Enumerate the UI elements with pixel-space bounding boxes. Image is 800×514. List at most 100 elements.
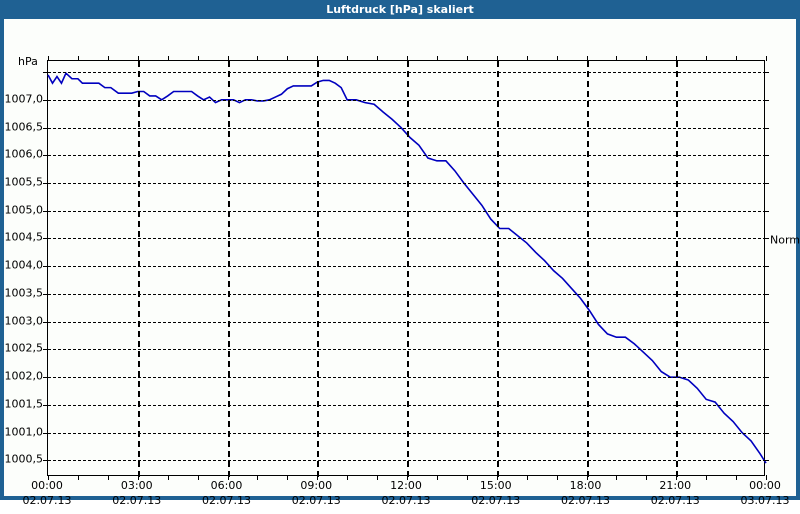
y-axis-tick-label: 1004,0 (4, 258, 44, 272)
x-axis-tick (736, 56, 738, 61)
x-axis-tick (436, 56, 438, 61)
x-axis-tick-date: 02.07.13 (561, 494, 610, 507)
y-axis-tick (43, 460, 48, 462)
y-axis-tick (764, 266, 769, 268)
x-axis-tick-label: 00:00 03.07.13 (741, 478, 790, 508)
x-axis-tick (137, 56, 139, 61)
gridline-vertical (676, 61, 679, 477)
x-axis-tick (556, 56, 558, 61)
y-axis-tick (764, 377, 769, 379)
x-axis-tick (676, 56, 678, 61)
gridline-vertical (317, 61, 320, 477)
y-axis-tick-label: 1000,5 (4, 452, 44, 466)
x-axis-tick-date: 02.07.13 (202, 494, 251, 507)
x-axis-tick-label: 12:00 02.07.13 (382, 478, 431, 508)
x-axis-tick (287, 56, 289, 61)
x-axis-tick (736, 475, 738, 480)
x-axis-tick (167, 56, 169, 61)
y-axis-tick (43, 72, 48, 74)
x-axis-tick (616, 56, 618, 61)
y-axis-tick (764, 238, 769, 240)
x-axis-tick-time: 12:00 (390, 479, 422, 492)
x-axis-tick (646, 56, 648, 61)
y-axis-tick (43, 404, 48, 406)
x-axis-tick (436, 475, 438, 480)
x-axis-tick (407, 56, 408, 61)
x-axis-tick (706, 475, 708, 480)
y-axis-tick (43, 99, 48, 101)
y-axis-tick-label: 1006,0 (4, 147, 44, 161)
x-axis-tick (107, 475, 109, 480)
x-axis-tick-label: 06:00 02.07.13 (202, 478, 251, 508)
y-axis-tick-label: 1001,0 (4, 425, 44, 439)
y-axis-tick-label: 1003,0 (4, 314, 44, 328)
y-axis-tick (43, 127, 48, 129)
x-axis-labels: 00:00 02.07.13 03:00 02.07.13 06:00 02.07.13 0… (4, 478, 796, 514)
y-axis-tick (43, 210, 48, 212)
x-axis-tick (496, 56, 498, 61)
x-axis-tick (347, 475, 349, 480)
x-axis-tick (227, 475, 229, 480)
x-axis-tick-label: 09:00 02.07.13 (292, 478, 341, 508)
x-axis-tick (676, 475, 678, 480)
y-axis-tick (43, 155, 48, 157)
y-axis-tick (764, 432, 769, 434)
x-axis-tick (167, 475, 169, 480)
y-axis-tick (764, 127, 769, 129)
y-axis-tick (43, 293, 48, 295)
x-axis-tick (317, 56, 319, 61)
x-axis-tick (287, 475, 289, 480)
normal-annotation-label: Normal (770, 233, 800, 247)
x-axis-tick-time: 15:00 (479, 479, 512, 492)
x-axis-tick (526, 475, 528, 480)
y-axis-tick (764, 321, 769, 323)
y-axis-tick-label: 1007,0 (4, 92, 44, 106)
x-axis-tick-date: 02.07.13 (291, 494, 341, 507)
x-axis-tick (227, 56, 229, 61)
x-axis-tick-date: 03.07.13 (740, 494, 790, 507)
y-axis-tick-label: 1003,5 (4, 286, 44, 300)
y-axis-tick (764, 183, 769, 185)
x-axis-tick (586, 475, 588, 480)
x-axis-tick-date: 02.07.13 (112, 494, 162, 507)
x-axis-tick (197, 56, 199, 61)
x-axis-tick (77, 475, 79, 480)
y-axis-tick (764, 293, 769, 295)
y-axis-tick-label: 1002,0 (4, 369, 44, 383)
y-axis-tick-label: 1001,5 (4, 397, 44, 411)
x-axis-tick (466, 475, 468, 480)
x-axis-tick (496, 475, 498, 480)
y-axis-tick (764, 460, 769, 462)
x-axis-tick-date: 02.07.13 (471, 494, 521, 507)
x-axis-tick (48, 56, 49, 61)
y-axis-tick (764, 99, 769, 101)
y-axis-tick (43, 238, 48, 240)
x-axis-tick (317, 475, 319, 480)
x-axis-tick (107, 56, 109, 61)
y-axis-tick (43, 183, 48, 185)
x-axis-tick (766, 56, 767, 61)
x-axis-tick-date: 02.07.13 (650, 494, 700, 507)
y-axis-tick (43, 266, 48, 268)
y-axis-tick (43, 377, 48, 379)
x-axis-tick (556, 475, 558, 480)
x-axis-tick-time: 18:00 (569, 479, 602, 492)
gridline-vertical (586, 61, 589, 477)
y-axis-tick-label: 1005,0 (4, 203, 44, 217)
x-axis-tick-time: 09:00 (300, 479, 333, 492)
x-axis-tick (137, 475, 139, 480)
y-axis-tick (764, 404, 769, 406)
x-axis-tick (377, 56, 379, 61)
x-axis-tick-time: 03:00 (120, 479, 153, 492)
x-axis-tick (646, 475, 648, 480)
x-axis-tick-time: 21:00 (659, 479, 692, 492)
y-axis-labels: 1007,0 1006,5 1006,0 1005,5 1005,0 1004,5 1004… (4, 60, 44, 476)
x-axis-tick (466, 56, 468, 61)
y-axis-tick (764, 72, 769, 74)
x-axis-tick-time: 00:00 (749, 479, 781, 492)
gridline-vertical (407, 61, 409, 477)
y-axis-tick (43, 349, 48, 351)
x-axis-tick (347, 56, 349, 61)
x-axis-tick-time: 06:00 (210, 479, 243, 492)
